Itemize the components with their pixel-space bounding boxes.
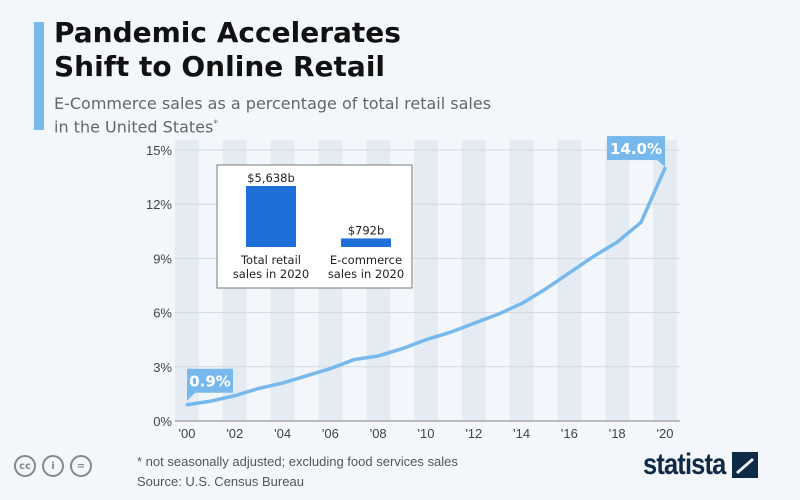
chart-subtitle: E-Commerce sales as a percentage of tota… [54,93,491,137]
year-band [175,140,199,421]
data-point [591,255,595,259]
annotation-label: 0.9% [187,368,233,401]
title-line-2: Shift to Online Retail [54,50,386,83]
data-point [328,367,332,371]
attribution-icon: i [42,455,64,477]
inset-category-label: Total retail [240,253,301,267]
x-tick-label: '10 [418,426,435,441]
x-tick-label: '14 [513,426,530,441]
no-derivatives-icon: = [70,455,92,477]
inset-category-label: sales in 2020 [328,267,404,281]
data-point [400,347,404,351]
data-point [305,374,308,378]
y-tick-label: 3% [153,360,172,375]
cc-icon: cc [14,455,36,477]
data-point [448,330,452,334]
year-band [653,140,677,421]
subtitle-asterisk: * [213,119,218,129]
footnote-note: * not seasonally adjusted; excluding foo… [137,454,458,469]
inset-category-label: E-commerce [330,253,402,267]
accent-bar [34,22,44,130]
inset-bar [341,238,391,247]
data-point [520,302,524,306]
license-icons: cc i = [14,455,92,477]
data-point [376,354,380,358]
data-point [496,312,500,316]
data-point [209,399,213,403]
subtitle-line-1: E-Commerce sales as a percentage of tota… [54,94,492,113]
chart-title: Pandemic Accelerates Shift to Online Reta… [54,16,401,84]
year-band [461,140,486,421]
year-band [509,140,534,421]
year-band [605,140,630,421]
year-band [557,140,582,421]
year-band [414,140,438,421]
data-point [281,381,285,385]
data-point [424,338,428,342]
y-tick-label: 6% [153,306,172,321]
statista-logo: statista [643,448,759,482]
data-point [257,386,261,390]
logo-wordmark: statista [643,448,726,481]
annotation-box [187,368,233,393]
footnote: * not seasonally adjusted; excluding foo… [137,452,458,492]
y-tick-label: 0% [153,414,172,429]
x-tick-label: '16 [561,426,578,441]
inset-value-label: $5,638b [247,171,295,185]
annotation-box [607,136,665,161]
y-tick-label: 9% [153,251,172,266]
annotation-text: 0.9% [189,373,231,391]
x-tick-label: '04 [274,426,291,441]
data-point [472,321,476,325]
annotation-pointer [656,159,665,168]
x-tick-label: '18 [609,426,626,441]
data-point [567,271,571,275]
source-text: Source: U.S. Census Bureau [137,474,304,489]
annotation-text: 14.0% [610,140,662,158]
data-point [352,358,356,362]
y-tick-label: 15% [146,143,172,158]
y-tick-label: 12% [146,197,172,212]
annotation-label: 14.0% [607,136,665,168]
title-line-1: Pandemic Accelerates [54,16,401,49]
subtitle-line-2: in the United States [54,117,214,137]
inset-category-label: sales in 2020 [233,267,309,281]
data-point [639,220,643,224]
x-tick-label: '02 [226,426,243,441]
logo-mark-icon [732,452,759,478]
x-tick-label: '06 [322,426,339,441]
data-point [615,240,619,244]
x-tick-label: '08 [370,426,387,441]
data-point [663,166,667,170]
annotation-pointer [187,391,196,401]
data-point [544,287,547,291]
inset-bar [246,186,296,247]
data-point [185,403,189,407]
x-tick-label: '12 [465,426,482,441]
data-point [233,394,237,398]
x-tick-label: '00 [179,426,196,441]
x-tick-label: '20 [657,426,674,441]
inset-value-label: $792b [348,223,385,237]
